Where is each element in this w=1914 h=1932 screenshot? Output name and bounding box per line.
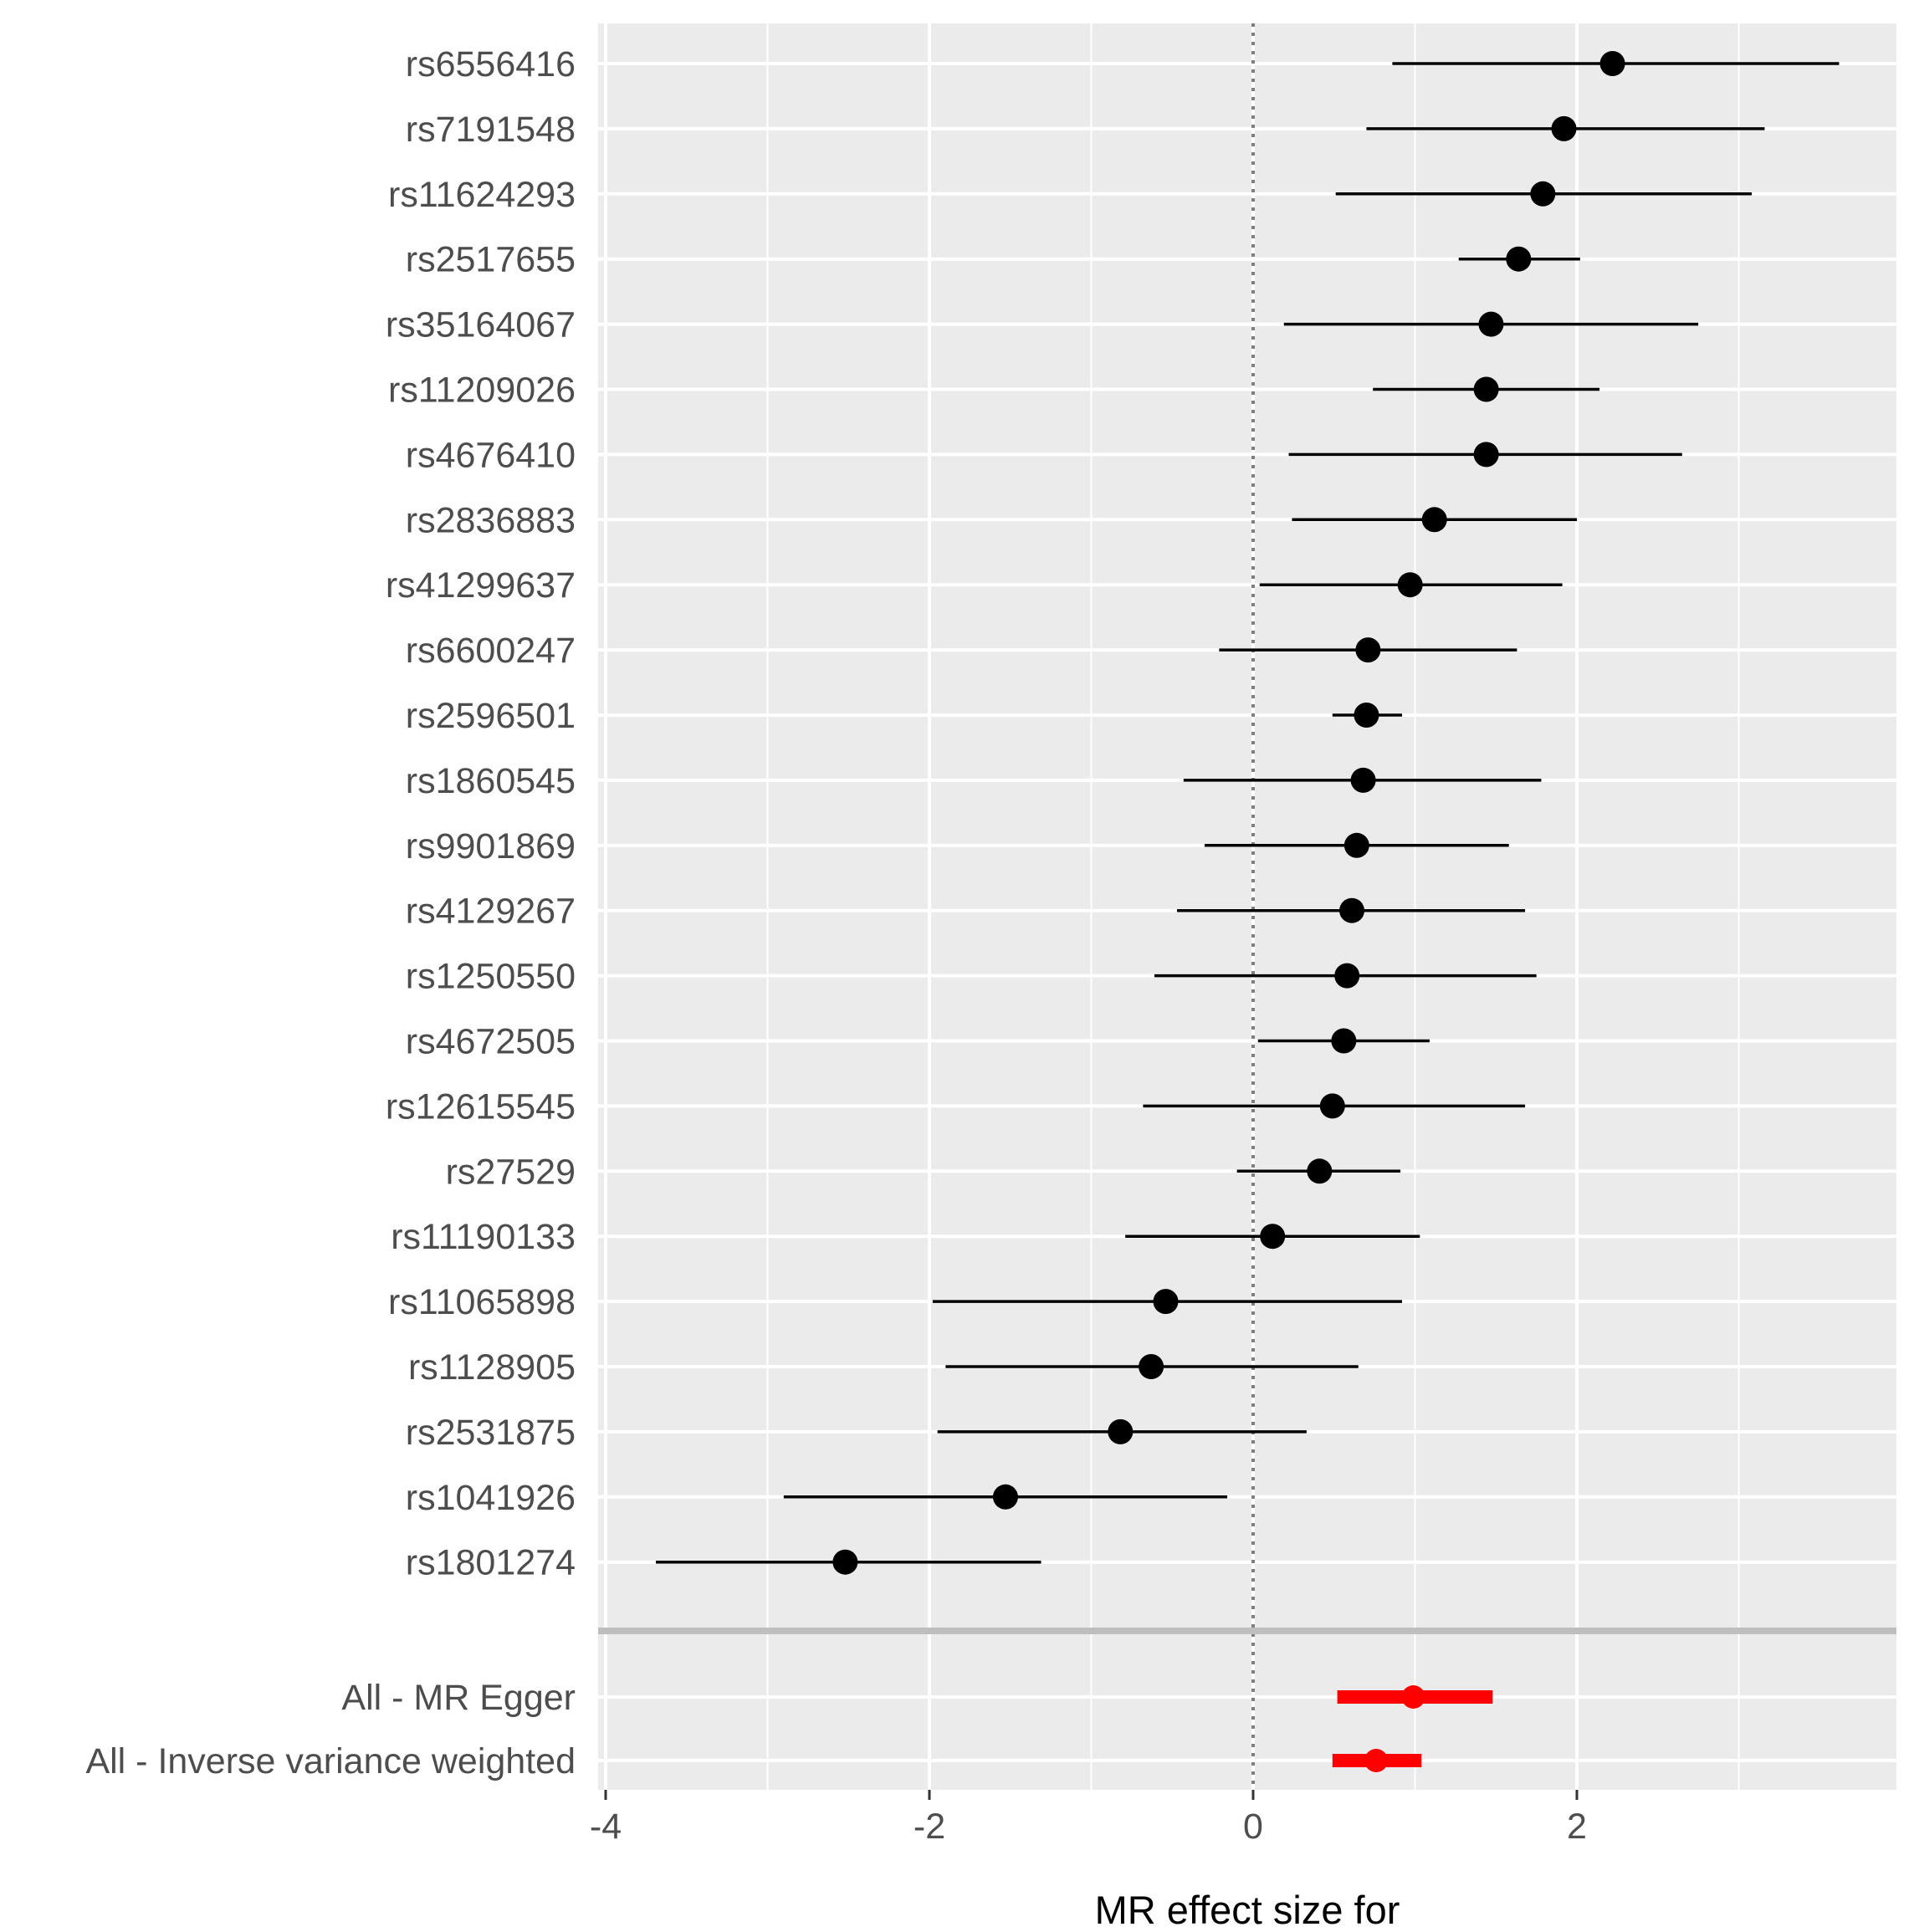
snp-estimate-point bbox=[992, 1484, 1018, 1510]
snp-label: rs11209026 bbox=[388, 371, 576, 411]
snp-estimate-point bbox=[832, 1549, 858, 1575]
snp-estimate-point bbox=[1350, 767, 1376, 793]
x-tick-label: -2 bbox=[914, 1807, 945, 1847]
snp-estimate-point bbox=[1397, 572, 1423, 598]
snp-estimate-point bbox=[1153, 1289, 1179, 1315]
snp-estimate-point bbox=[1551, 115, 1577, 141]
summary-estimate-point bbox=[1364, 1749, 1389, 1772]
snp-label: rs2531875 bbox=[406, 1413, 576, 1453]
snp-estimate-point bbox=[1599, 51, 1625, 76]
summary-estimate-point bbox=[1401, 1685, 1425, 1709]
snp-estimate-point bbox=[1307, 1158, 1333, 1184]
snp-estimate-point bbox=[1139, 1354, 1164, 1379]
snp-label: rs1801274 bbox=[406, 1543, 576, 1583]
snp-estimate-point bbox=[1530, 181, 1556, 207]
snp-label: rs4129267 bbox=[406, 892, 576, 932]
snp-estimate-point bbox=[1421, 507, 1447, 533]
plot-panel bbox=[598, 23, 1896, 1790]
snp-label: rs7191548 bbox=[406, 110, 576, 150]
summary-label: All - Inverse variance weighted bbox=[85, 1741, 576, 1781]
snp-estimate-point bbox=[1343, 832, 1369, 858]
snp-label: rs1860545 bbox=[406, 761, 576, 801]
snp-label: rs1128905 bbox=[408, 1347, 576, 1388]
snp-estimate-point bbox=[1331, 1028, 1357, 1054]
x-axis: -4 -2 0 2 bbox=[590, 1790, 1587, 1847]
snp-estimate-point bbox=[1506, 246, 1532, 272]
snp-label: rs12615545 bbox=[386, 1086, 576, 1127]
snp-label: rs2596501 bbox=[406, 696, 576, 736]
snp-label: rs27529 bbox=[446, 1152, 576, 1192]
snp-estimate-point bbox=[1339, 897, 1365, 923]
snp-estimate-point bbox=[1260, 1224, 1286, 1250]
snp-label: rs2836883 bbox=[406, 500, 576, 540]
snp-label: rs9901869 bbox=[406, 826, 576, 866]
snp-label: rs6556416 bbox=[406, 44, 576, 84]
x-tick-label: 2 bbox=[1567, 1807, 1587, 1847]
snp-label: rs41299637 bbox=[386, 565, 576, 606]
snp-estimate-point bbox=[1478, 311, 1504, 337]
snp-estimate-point bbox=[1319, 1093, 1345, 1119]
snp-label: rs2517655 bbox=[406, 240, 576, 280]
snp-label: rs6600247 bbox=[406, 631, 576, 671]
snp-label: rs11065898 bbox=[388, 1282, 576, 1322]
snp-label: rs1041926 bbox=[406, 1478, 576, 1518]
snp-estimate-point bbox=[1473, 442, 1499, 468]
snp-label: rs11190133 bbox=[391, 1217, 576, 1257]
snp-label: rs4672505 bbox=[406, 1022, 576, 1062]
snp-estimate-point bbox=[1108, 1418, 1134, 1444]
snp-estimate-point bbox=[1355, 637, 1381, 663]
x-axis-title: MR effect size for bbox=[1095, 1888, 1400, 1932]
estimate-marks bbox=[655, 51, 1840, 1772]
snp-estimate-point bbox=[1473, 376, 1499, 402]
snp-label: rs1250550 bbox=[406, 957, 576, 997]
x-tick-label: 0 bbox=[1243, 1807, 1263, 1847]
snp-estimate-point bbox=[1354, 703, 1379, 728]
snp-label: rs4676410 bbox=[406, 435, 576, 475]
snp-label: rs35164067 bbox=[386, 305, 576, 345]
snp-label: rs11624293 bbox=[388, 175, 576, 215]
snp-estimate-point bbox=[1334, 963, 1360, 989]
y-axis-labels: rs6556416 rs7191548 rs11624293 rs2517655 rs3… bbox=[85, 44, 576, 1781]
summary-label: All - MR Egger bbox=[341, 1678, 576, 1718]
x-tick-label: -4 bbox=[590, 1807, 622, 1847]
